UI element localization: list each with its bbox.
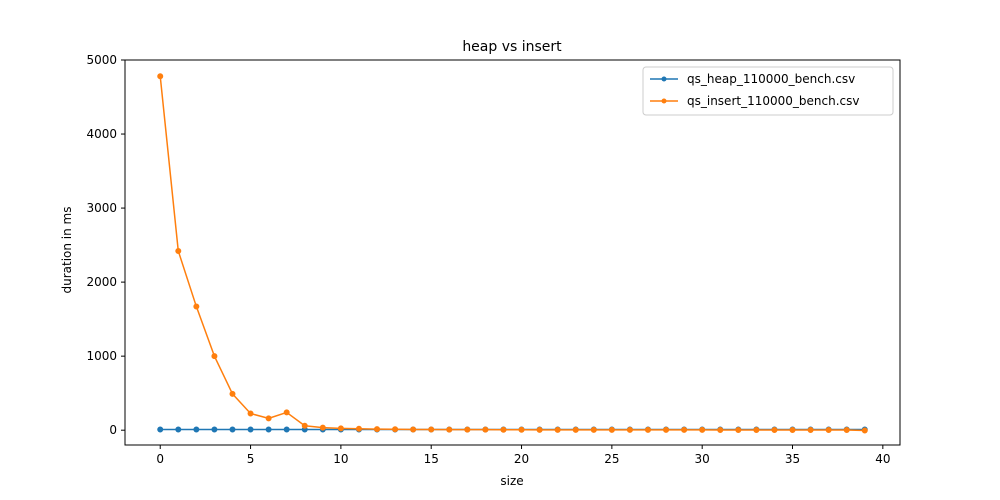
data-point (663, 426, 670, 433)
y-axis-label: duration in ms (60, 206, 74, 293)
data-point (283, 409, 290, 416)
data-point (247, 410, 254, 417)
x-tick-label: 25 (604, 452, 619, 466)
data-point (717, 426, 724, 433)
series-layer (157, 73, 868, 434)
data-point (265, 426, 272, 433)
x-tick-label: 20 (514, 452, 529, 466)
data-point (428, 426, 435, 433)
data-point (554, 426, 561, 433)
y-tick-label: 1000 (86, 349, 117, 363)
data-point (735, 426, 742, 433)
legend-item: qs_insert_110000_bench.csv (650, 94, 859, 108)
axes-frame (124, 59, 901, 446)
legend-label: qs_insert_110000_bench.csv (687, 94, 859, 108)
plot-area (125, 60, 900, 445)
series-2 (157, 73, 868, 434)
data-point (265, 415, 272, 422)
data-point (518, 426, 525, 433)
data-point (626, 426, 633, 433)
x-tick-label: 40 (875, 452, 890, 466)
data-point (843, 426, 850, 433)
y-tick-label: 3000 (86, 201, 117, 215)
data-point (211, 426, 218, 433)
data-point (229, 390, 236, 397)
data-point (500, 426, 507, 433)
legend-label: qs_heap_110000_bench.csv (687, 72, 855, 86)
data-point (283, 426, 290, 433)
data-point (247, 426, 254, 433)
data-point (825, 426, 832, 433)
data-point (464, 426, 471, 433)
x-tick-label: 5 (247, 452, 255, 466)
series-line (159, 76, 865, 432)
data-point (301, 422, 308, 429)
data-point (807, 426, 814, 433)
legend-box (642, 66, 894, 116)
data-point (410, 426, 417, 433)
x-tick-label: 0 (156, 452, 164, 466)
data-point (157, 73, 164, 80)
data-point (392, 426, 399, 433)
data-point (175, 426, 182, 433)
data-point (789, 426, 796, 433)
data-point (771, 426, 778, 433)
data-point (681, 426, 688, 433)
data-point (319, 424, 326, 431)
data-point (644, 426, 651, 433)
data-point (482, 426, 489, 433)
legend: qs_heap_110000_bench.csv qs_insert_110000… (642, 66, 894, 116)
data-point (157, 426, 164, 433)
data-point (211, 353, 218, 360)
data-point (861, 427, 868, 434)
data-point (699, 426, 706, 433)
data-point (229, 426, 236, 433)
x-tick-label: 30 (695, 452, 710, 466)
data-point (337, 425, 344, 432)
data-point (536, 426, 543, 433)
data-point (193, 303, 200, 310)
x-tick-label: 10 (333, 452, 348, 466)
x-tick-label: 35 (785, 452, 800, 466)
chart-title: heap vs insert (462, 39, 562, 55)
y-tick-label: 2000 (86, 275, 117, 289)
x-axis-label: size (500, 474, 523, 488)
data-point (193, 426, 200, 433)
data-point (374, 426, 381, 433)
legend-marker (661, 98, 667, 104)
data-point (608, 426, 615, 433)
plot-background (125, 60, 900, 445)
x-tick-label: 15 (424, 452, 439, 466)
data-point (590, 426, 597, 433)
legend-marker (661, 76, 667, 82)
axes-layer: 0 5 10 15 20 25 30 35 40 0 1000 2000 3000 4000 5000 (86, 53, 901, 466)
y-tick-label: 0 (109, 423, 117, 437)
data-point (355, 425, 362, 432)
y-tick-label: 5000 (86, 53, 117, 67)
data-point (175, 248, 182, 255)
data-point (572, 426, 579, 433)
y-tick-label: 4000 (86, 127, 117, 141)
legend-item: qs_heap_110000_bench.csv (650, 72, 855, 86)
data-point (753, 426, 760, 433)
data-point (446, 426, 453, 433)
